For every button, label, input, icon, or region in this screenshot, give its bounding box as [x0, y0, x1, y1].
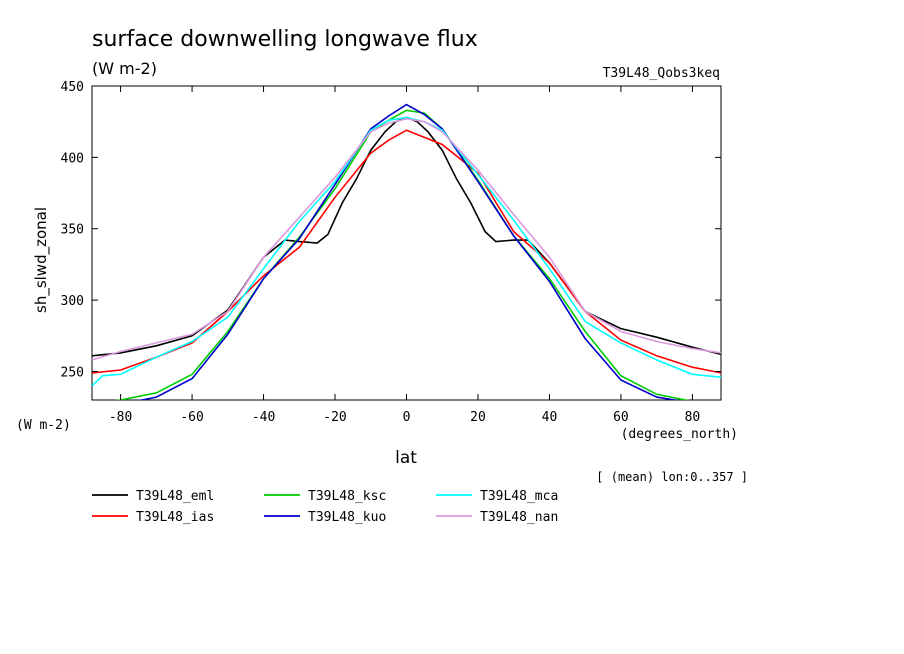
x-tick-label: -20 [323, 410, 346, 425]
x-tick-label: 80 [685, 410, 701, 425]
series-group [92, 103, 721, 400]
legend-entry-label: T39L48_mca [480, 489, 558, 504]
y-axis-label: sh_slwd_zonal [32, 207, 51, 313]
plot-frame [91, 85, 722, 401]
run-label: T39L48_Qobs3keq [603, 66, 720, 81]
legend-entry-label: T39L48_ias [136, 510, 214, 525]
y-axis: 250 300 350 400 450 [61, 80, 721, 380]
series-line-t39l48-eml [92, 116, 721, 357]
x-tick-label: -40 [252, 410, 275, 425]
units-label: (W m-2) [92, 59, 157, 78]
plot-area: -80 -60 -40 -20 0 20 40 60 80 250 300 350 400 450 [61, 80, 722, 425]
x-axis-label: lat [395, 448, 417, 468]
y-tick-label: 450 [61, 80, 84, 95]
legend-entry-label: T39L48_kuo [308, 510, 386, 525]
x-tick-label: -80 [109, 410, 132, 425]
series-line-t39l48-kuo [137, 103, 680, 400]
y-tick-label: 400 [61, 151, 84, 166]
x-axis: -80 -60 -40 -20 0 20 40 60 80 [109, 86, 700, 425]
legend: T39L48_eml T39L48_ias T39L48_ksc T39L48_kuo… [92, 489, 558, 525]
x-tick-label: 40 [542, 410, 558, 425]
series-line-t39l48-mca [92, 116, 721, 387]
y-units-label: (W m-2) [16, 418, 71, 433]
footnote: [ (mean) lon:0..357 ] [596, 470, 748, 484]
chart-title: surface downwelling longwave flux [92, 27, 478, 52]
x-tick-label: 0 [403, 410, 411, 425]
x-tick-label: 60 [613, 410, 629, 425]
legend-entry-label: T39L48_eml [136, 489, 214, 504]
x-tick-label: -60 [180, 410, 203, 425]
series-line-t39l48-nan [92, 117, 721, 361]
legend-entry-label: T39L48_ksc [308, 489, 386, 504]
y-tick-label: 350 [61, 223, 84, 238]
y-tick-label: 300 [61, 294, 84, 309]
legend-entry-label: T39L48_nan [480, 510, 558, 525]
series-line-t39l48-ksc [115, 109, 690, 400]
y-tick-label: 250 [61, 365, 84, 380]
x-units-label: (degrees_north) [621, 427, 738, 442]
x-tick-label: 20 [470, 410, 486, 425]
